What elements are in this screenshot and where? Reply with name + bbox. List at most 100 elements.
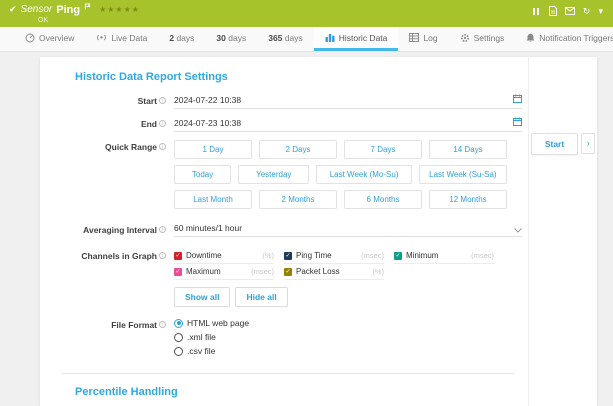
hide-all-button[interactable]: Hide all — [235, 287, 288, 307]
report-settings-title: Historic Data Report Settings — [75, 71, 228, 83]
log-icon — [409, 33, 420, 42]
sensor-name: Ping — [56, 3, 81, 16]
channel-checkbox[interactable]: ✓ — [174, 267, 182, 276]
info-icon[interactable]: i — [159, 143, 166, 150]
end-row: End i 2024-07-23 10:38 — [40, 117, 528, 132]
priority-flag-icon — [84, 3, 91, 10]
quick-range-14-days[interactable]: 14 Days — [429, 140, 507, 159]
info-icon[interactable]: i — [159, 252, 166, 259]
calendar-icon[interactable] — [513, 94, 522, 105]
channels-label: Channels in Graph — [81, 251, 157, 261]
status-check-icon: ✔ — [9, 4, 17, 14]
tab-overview[interactable]: Overview — [14, 27, 85, 51]
email-icon[interactable] — [564, 7, 575, 15]
live-data-icon — [96, 33, 107, 42]
averaging-interval-select[interactable]: 60 minutes/1 hour — [174, 223, 522, 237]
radio-button[interactable] — [174, 332, 183, 342]
pause-icon[interactable] — [532, 7, 541, 15]
info-icon[interactable]: i — [159, 120, 166, 127]
tab-days[interactable]: 2 days — [169, 32, 195, 43]
quick-range-button-row: Last Month 2 Months 6 Months 12 Months — [174, 190, 507, 209]
quick-range-7-days[interactable]: 7 Days — [344, 140, 422, 159]
tab-days[interactable]: 365 days — [268, 32, 303, 43]
start-report-button[interactable]: Start — [530, 133, 579, 155]
start-label: Start — [137, 96, 157, 106]
quick-range-2-months[interactable]: 2 Months — [259, 190, 337, 209]
info-icon[interactable]: i — [159, 226, 166, 233]
averaging-interval-value: 60 minutes/1 hour — [174, 223, 243, 233]
tab-days[interactable]: 30 days — [216, 32, 247, 43]
file-format-row: File Format i HTML web page .xml file .cs… — [40, 318, 528, 360]
tab-settings[interactable]: Settings — [449, 27, 516, 51]
priority-stars[interactable]: ★★★★★ — [99, 5, 140, 14]
start-input[interactable]: 2024-07-22 10:38 — [174, 94, 522, 109]
start-more-button[interactable]: › — [581, 133, 596, 154]
channel-downtime[interactable]: ✓ Downtime (%) — [174, 249, 274, 264]
channel-checkbox[interactable]: ✓ — [284, 267, 292, 276]
refresh-icon[interactable]: ↻ — [582, 5, 591, 16]
channel-name: Packet Loss — [296, 267, 340, 276]
quick-range-6-months[interactable]: 6 Months — [344, 190, 422, 209]
end-value: 2024-07-23 10:38 — [174, 118, 242, 128]
calendar-icon[interactable] — [513, 117, 522, 128]
quick-range-row: Quick Range i 1 Day 2 Days 7 Days 14 Days Tod… — [40, 140, 528, 215]
file-format-label: File Format — [111, 320, 157, 330]
bell-icon — [526, 33, 535, 43]
channel-checkbox[interactable]: ✓ — [284, 251, 292, 260]
overview-icon — [25, 33, 35, 43]
quick-range-12-months[interactable]: 12 Months — [429, 190, 507, 209]
channel-unit: (msec) — [471, 251, 494, 260]
menu-caret-icon[interactable]: ▾ — [598, 5, 603, 16]
file-format--xml-file[interactable]: .xml file — [174, 332, 522, 342]
channel-name: Minimum — [406, 251, 439, 260]
quick-range-last-month[interactable]: Last Month — [174, 190, 252, 209]
settings-icon — [460, 33, 470, 43]
channel-minimum[interactable]: ✓ Minimum (msec) — [394, 249, 494, 264]
report-icon[interactable] — [548, 6, 557, 16]
radio-button[interactable] — [174, 318, 183, 328]
quick-range-last-week-su-sa-[interactable]: Last Week (Su-Sa) — [418, 165, 507, 184]
page-background: Historic Data Report Settings Start i 202… — [0, 52, 613, 406]
action-rail: Start › — [529, 57, 597, 406]
channel-packet-loss[interactable]: ✓ Packet Loss (%) — [284, 265, 384, 280]
historic-data-icon — [325, 33, 335, 42]
quick-range-1-day[interactable]: 1 Day — [174, 140, 252, 159]
quick-range-button-row: 1 Day 2 Days 7 Days 14 Days — [174, 140, 507, 159]
show-all-button[interactable]: Show all — [174, 287, 231, 307]
end-label: End — [140, 119, 157, 129]
quick-range-today[interactable]: Today — [174, 165, 232, 184]
chevron-down-icon — [514, 228, 522, 233]
tab-live-data[interactable]: Live Data — [85, 27, 158, 51]
channel-unit: (msec) — [251, 267, 274, 276]
tab-historic-data[interactable]: Historic Data — [313, 27, 399, 51]
file-format-html-web-page[interactable]: HTML web page — [174, 318, 522, 328]
info-icon[interactable]: i — [159, 97, 166, 104]
end-input[interactable]: 2024-07-23 10:38 — [174, 117, 522, 132]
quick-range-yesterday[interactable]: Yesterday — [238, 165, 310, 184]
report-settings-form: Historic Data Report Settings Start i 202… — [40, 57, 529, 406]
tab-notification-triggers[interactable]: Notification Triggers — [515, 27, 613, 51]
channel-unit: (%) — [262, 251, 274, 260]
averaging-interval-label: Averaging Interval — [83, 225, 157, 235]
channel-unit: (msec) — [361, 251, 384, 260]
channel-name: Maximum — [186, 267, 221, 276]
file-format--csv-file[interactable]: .csv file — [174, 346, 522, 356]
radio-button[interactable] — [174, 346, 183, 356]
channel-name: Ping Time — [296, 251, 332, 260]
quick-range-button-row: Today Yesterday Last Week (Mo-Su) Last Week… — [174, 165, 507, 184]
channel-checkbox[interactable]: ✓ — [174, 251, 182, 260]
channels-row: Channels in Graph i ✓ Downtime (%) ✓ Ping… — [40, 249, 528, 307]
quick-range-2-days[interactable]: 2 Days — [259, 140, 337, 159]
channel-ping-time[interactable]: ✓ Ping Time (msec) — [284, 249, 384, 264]
quick-range-last-week-mo-su-[interactable]: Last Week (Mo-Su) — [316, 165, 412, 184]
start-value: 2024-07-22 10:38 — [174, 95, 242, 105]
start-row: Start i 2024-07-22 10:38 — [40, 94, 528, 109]
channel-maximum[interactable]: ✓ Maximum (msec) — [174, 265, 274, 280]
channel-checkbox[interactable]: ✓ — [394, 251, 402, 260]
tab-log[interactable]: Log — [398, 27, 448, 51]
quick-range-label: Quick Range — [105, 142, 157, 152]
info-icon[interactable]: i — [159, 321, 166, 328]
sensor-tabbar: Overview Live Data 2 days 30 days 365 da… — [0, 27, 613, 52]
sensor-titlebar: ✔ Sensor Ping ★★★★★ OK ↻ ▾ — [0, 0, 613, 27]
averaging-interval-row: Averaging Interval i 60 minutes/1 hour — [40, 223, 528, 241]
